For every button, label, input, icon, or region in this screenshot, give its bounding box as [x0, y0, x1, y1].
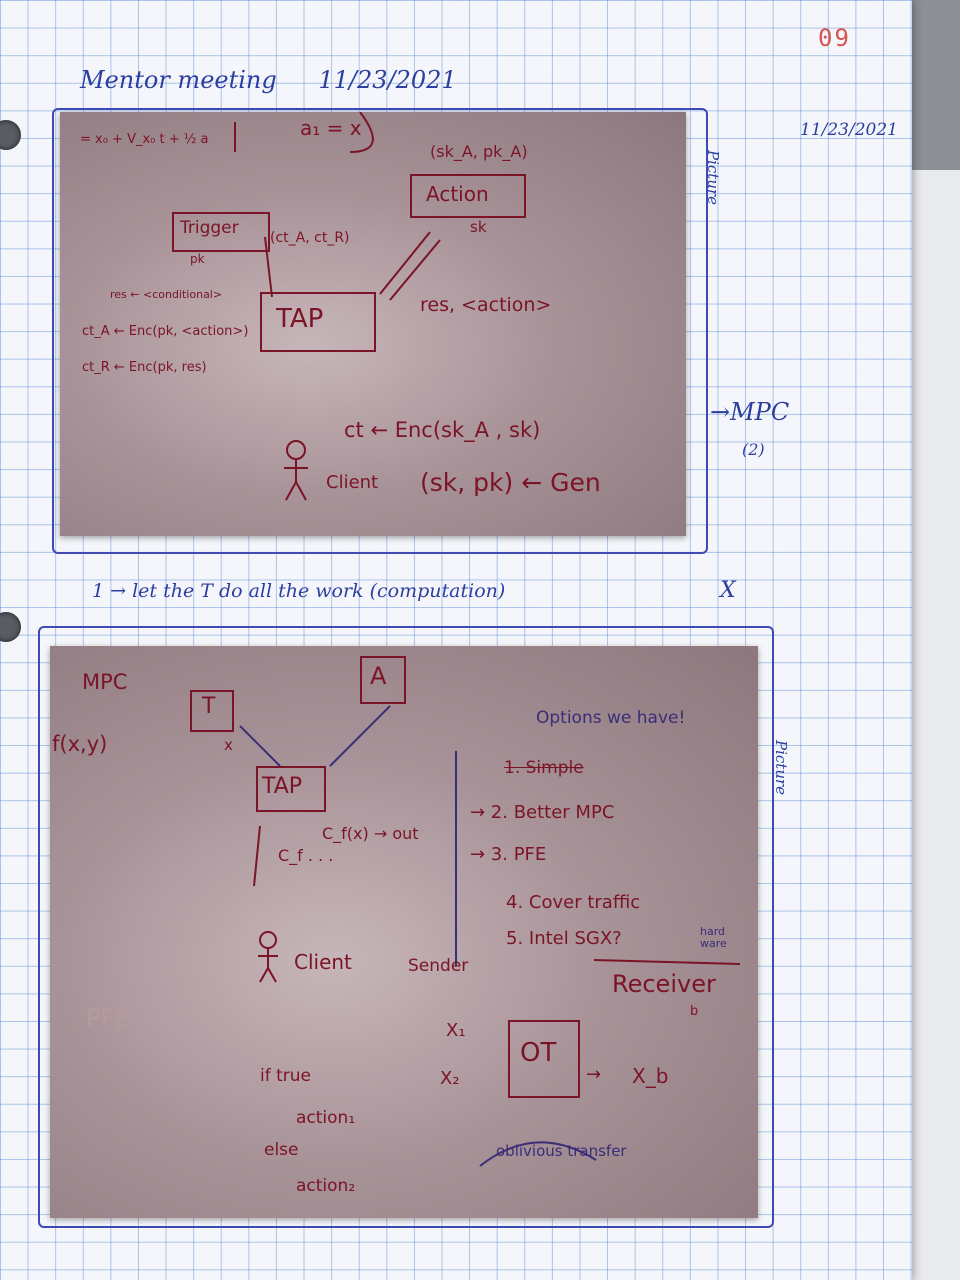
option-5-note: hard ware — [700, 925, 727, 950]
options-title: Options we have! — [536, 708, 686, 728]
side-note-top: Picture — [704, 150, 722, 206]
xb-label: X_b — [632, 1064, 669, 1088]
x-label: x — [224, 736, 233, 754]
enc-action: ct_A ← Enc(pk, <action>) — [82, 324, 249, 339]
option-3: → 3. PFE — [470, 844, 547, 865]
mpc-note: →MPC — [710, 398, 790, 426]
title-text: Mentor meeting — [80, 66, 277, 94]
fxy-label: f(x,y) — [52, 732, 108, 756]
if-line-4: action₂ — [296, 1176, 356, 1196]
diagram-arrows-top — [234, 112, 441, 501]
mpc-label: MPC — [82, 670, 128, 694]
tap-box-bottom — [256, 766, 326, 812]
receiver-sub: b — [690, 1004, 699, 1019]
binder-hole — [0, 612, 21, 642]
if-line-2: action₁ — [296, 1108, 356, 1128]
page-number: 09 — [818, 24, 851, 52]
bottom-frame — [38, 626, 774, 1228]
ot-box — [508, 1020, 580, 1098]
tap-label-bottom: TAP — [262, 774, 303, 799]
side-date: 11/23/2021 — [800, 120, 898, 140]
a-box — [360, 656, 406, 704]
top-formula-2: a₁ = x — [300, 116, 362, 140]
whiteboard-photo-bottom: MPC f(x,y) T A x TAP C_f(x) → out C_f . … — [50, 646, 758, 1218]
diagram-arrows-bottom — [239, 705, 741, 1167]
top-frame — [52, 108, 708, 554]
t-label: T — [202, 694, 216, 719]
trigger-box — [172, 212, 270, 252]
client-label-bottom: Client — [294, 950, 352, 974]
client-label: Client — [326, 472, 379, 493]
top-formula: = x₀ + V_x₀ t + ½ a — [80, 132, 209, 147]
enc-res: ct_R ← Enc(pk, res) — [82, 360, 207, 375]
tap-box — [260, 292, 376, 352]
notebook-page: 09 Mentor meeting 11/23/2021 11/23/2021 … — [0, 0, 912, 1280]
res-line: res ← <conditional> — [110, 288, 223, 301]
action-box — [410, 174, 526, 218]
middle-note: 1 → let the T do all the work (computati… — [92, 580, 506, 602]
sender-label: Sender — [408, 956, 469, 976]
keygen: (sk, pk) ← Gen — [420, 468, 601, 497]
x1-label: X₁ — [446, 1020, 466, 1041]
cf-out: C_f(x) → out — [322, 824, 419, 843]
side-note-bottom: Picture — [772, 740, 790, 796]
x2-label: X₂ — [440, 1068, 460, 1089]
ot-caption: oblivious transfer — [496, 1142, 627, 1160]
page-title: Mentor meeting 11/23/2021 — [80, 66, 457, 94]
trigger-sub: pk — [190, 252, 205, 266]
xb-arrow: → — [586, 1064, 602, 1085]
ct-pair: (ct_A, ct_R) — [270, 230, 350, 246]
cf-dots: C_f . . . — [278, 846, 334, 865]
pfe-label: PFE — [86, 1004, 130, 1032]
action-sub: sk — [470, 218, 487, 236]
a-label: A — [370, 662, 387, 690]
if-line-1: if true — [260, 1066, 311, 1086]
middle-mark: X — [720, 578, 736, 603]
receiver-label: Receiver — [612, 970, 716, 998]
option-2: → 2. Better MPC — [470, 802, 615, 823]
option-5: 5. Intel SGX? — [506, 928, 622, 949]
action-keys: (sk_A, pk_A) — [430, 142, 528, 161]
ot-label: OT — [520, 1038, 557, 1068]
trigger-label: Trigger — [180, 218, 239, 238]
ct-enc: ct ← Enc(sk_A , sk) — [344, 418, 541, 442]
title-date: 11/23/2021 — [318, 66, 457, 94]
whiteboard-photo-top: = x₀ + V_x₀ t + ½ a a₁ = x (sk_A, pk_A) … — [60, 112, 686, 536]
t-box — [190, 690, 234, 732]
if-line-3: else — [264, 1140, 299, 1160]
action-label: Action — [426, 182, 489, 206]
binder-hole — [0, 120, 21, 150]
option-4: 4. Cover traffic — [506, 892, 641, 913]
option-1: 1. Simple — [504, 758, 584, 778]
tap-label: TAP — [276, 304, 324, 334]
mpc-note-sub: (2) — [742, 440, 765, 459]
res-action: res, <action> — [420, 294, 552, 316]
